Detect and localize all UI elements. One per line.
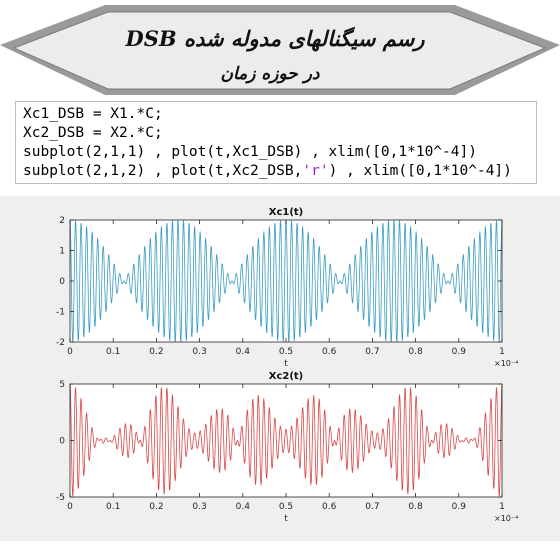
- y-tick-label: -1: [56, 308, 65, 318]
- x-tick-label: 0: [67, 502, 73, 512]
- chart-title: Xc2(t): [269, 371, 304, 382]
- y-tick-label: -2: [56, 338, 65, 348]
- x-tick-label: 1: [499, 502, 505, 512]
- signal-line: [69, 383, 503, 497]
- x-tick-label: 0.5: [279, 502, 293, 512]
- code-block: Xc1_DSB = X1.*C; Xc2_DSB = X2.*C; subplo…: [15, 101, 537, 184]
- figure-window: 0 0.1 0.2 0.3 0.4 0.5 0.6 0.7 0.8 0.9 1 -2 -1 0 1 2 Xc1(…: [0, 196, 560, 541]
- code-line-4-suffix: ) , xlim([0,1*10^-4]): [328, 163, 512, 179]
- x-tick-label: 0.5: [279, 347, 293, 357]
- x-tick-label: 0.9: [452, 347, 467, 357]
- chart-1: 0 0.1 0.2 0.3 0.4 0.5 0.6 0.7 0.8 0.9 1 -2 -1 0 1 2 Xc1(…: [56, 207, 518, 369]
- chart-title: Xc1(t): [269, 207, 304, 218]
- y-tick-label: -5: [56, 493, 65, 503]
- y-tick-label: 2: [59, 216, 65, 226]
- banner-subtitle: در حوزه زمان: [220, 64, 320, 84]
- x-tick-label: 0.4: [236, 502, 251, 512]
- code-line-3: subplot(2,1,1) , plot(t,Xc1_DSB) , xlim(…: [23, 144, 477, 160]
- x-tick-label: 0.7: [365, 347, 379, 357]
- x-tick-label: 0.3: [192, 347, 206, 357]
- code-line-2: Xc2_DSB = X2.*C;: [23, 125, 163, 141]
- x-axis-exponent: ×10⁻⁴: [494, 514, 518, 523]
- x-tick-label: 0.6: [322, 347, 337, 357]
- x-axis-label: t: [284, 514, 288, 524]
- y-tick-label: 1: [59, 247, 65, 257]
- x-tick-label: 0.4: [236, 347, 251, 357]
- code-line-4-prefix: subplot(2,1,2) , plot(t,Xc2_DSB,: [23, 163, 303, 179]
- x-tick-label: 0.8: [408, 502, 423, 512]
- y-tick-label: 0: [59, 277, 65, 287]
- x-axis-label: t: [284, 359, 288, 369]
- x-tick-label: 0: [67, 347, 73, 357]
- chart-2: 0 0.1 0.2 0.3 0.4 0.5 0.6 0.7 0.8 0.9 1-505Xc2(t)t…: [56, 371, 518, 524]
- code-string-literal: 'r': [302, 163, 329, 179]
- plot-area: [70, 384, 502, 497]
- x-tick-label: 0.2: [149, 502, 163, 512]
- x-tick-label: 0.2: [149, 347, 163, 357]
- x-tick-label: 0.9: [452, 502, 467, 512]
- x-tick-label: 0.8: [408, 347, 423, 357]
- y-tick-label: 0: [59, 437, 65, 447]
- x-tick-label: 1: [499, 347, 505, 357]
- title-banner: [0, 5, 560, 95]
- x-tick-label: 0.1: [106, 347, 120, 357]
- code-line-1: Xc1_DSB = X1.*C;: [23, 106, 163, 122]
- x-tick-label: 0.7: [365, 502, 379, 512]
- figure-canvas: 0 0.1 0.2 0.3 0.4 0.5 0.6 0.7 0.8 0.9 1 -2 -1 0 1 2 Xc1(…: [56, 207, 518, 524]
- x-axis-exponent: ×10⁻⁴: [494, 359, 518, 368]
- banner-title: رسم سیگنالهای مدوله شده DSB: [125, 26, 425, 51]
- code-line-4: subplot(2,1,2) , plot(t,Xc2_DSB,'r') , x…: [16, 162, 536, 181]
- y-tick-label: 5: [59, 380, 65, 390]
- x-tick-label: 0.1: [106, 502, 120, 512]
- x-tick-label: 0.3: [192, 502, 206, 512]
- plot-area: [70, 220, 502, 342]
- x-tick-label: 0.6: [322, 502, 337, 512]
